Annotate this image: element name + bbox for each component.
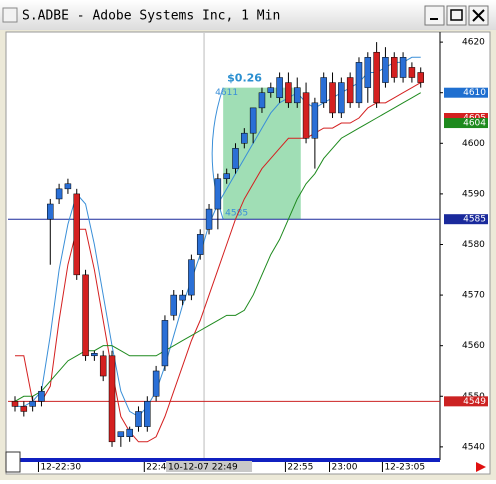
candle-body (91, 353, 98, 357)
scroll-arrow[interactable] (476, 462, 486, 472)
candle-body (82, 274, 89, 357)
measure-bottom: 4585 (225, 209, 248, 219)
candle-body (346, 77, 354, 104)
price-tag-label: 4549 (463, 397, 486, 407)
candle-body (161, 320, 169, 367)
candle-body (417, 72, 424, 83)
measure-top: 4611 (215, 88, 238, 98)
candle-body (126, 428, 133, 437)
x-tick-label: 12-22:30 (40, 463, 81, 473)
candle-body (285, 82, 292, 104)
candle-body (11, 401, 19, 407)
candle-body (241, 132, 248, 144)
candle-body (99, 355, 107, 377)
y-tick-label: 4540 (462, 442, 485, 452)
scroll-bar (8, 458, 440, 462)
candle-body (196, 234, 204, 255)
y-tick-label: 4590 (462, 189, 485, 199)
y-tick-label: 4600 (462, 139, 485, 149)
close-icon (472, 9, 485, 22)
candle-body (223, 173, 230, 179)
price-tag (444, 396, 488, 407)
candle-body (293, 87, 301, 104)
measure-text: $0.26 (227, 72, 262, 85)
candle-body (152, 370, 160, 397)
x-tick-label: 12-23:05 (384, 463, 425, 473)
candle-body (355, 62, 363, 104)
candle-body (276, 77, 283, 99)
candle-body (320, 77, 327, 104)
candle-body (29, 401, 36, 407)
candle-body (311, 102, 319, 139)
candle-body (249, 107, 257, 134)
y-tick-label: 4620 (462, 38, 485, 48)
candle-body (302, 92, 310, 139)
y-tick-label: 4560 (462, 341, 485, 351)
candle-body (382, 57, 389, 83)
price-tag-label: 4604 (463, 119, 486, 129)
x-tick-label: 22:55 (287, 463, 313, 473)
candle-body (55, 188, 63, 200)
candle-body (205, 208, 213, 230)
plot: 45404550456045704580459046004610462012-2… (8, 33, 488, 473)
scroll-box[interactable] (5, 451, 21, 473)
candle-body (135, 411, 142, 427)
candle-body (232, 148, 239, 169)
candle-body (267, 87, 275, 93)
candle-body (64, 183, 72, 190)
candle-body (329, 82, 336, 114)
x-tick-label: 22:40 (146, 463, 172, 473)
candle-body (373, 51, 380, 104)
candle-body (399, 57, 407, 78)
price-tag-label: 4610 (463, 88, 486, 98)
maximize-icon (450, 9, 463, 21)
x-tick-label: 10-12-07 22:49 (168, 463, 238, 473)
y-tick-label: 4570 (462, 291, 485, 301)
x-tick-label: 23:00 (332, 463, 358, 473)
candle-body (47, 203, 54, 220)
candle-body (364, 57, 372, 88)
candle-body (179, 294, 186, 301)
cursor-label-bg (166, 461, 253, 472)
price-tag-label: 4585 (463, 215, 486, 225)
candle-body (408, 67, 416, 78)
window-title: S.ADBE - Adobe Systems Inc, 1 Min (22, 9, 280, 24)
moving-average (15, 82, 421, 443)
candle-body (214, 178, 222, 210)
y-tick-label: 4580 (462, 240, 485, 250)
candle-body (170, 294, 178, 316)
title-bar (0, 0, 496, 30)
candle-body (338, 82, 345, 114)
price-tag (444, 214, 488, 225)
candle-body (391, 57, 398, 78)
candle-body (108, 355, 116, 443)
window-icon (2, 7, 18, 23)
candle-body (73, 193, 80, 276)
candle-body (38, 390, 45, 402)
candle-body (117, 431, 125, 438)
candle-body (144, 401, 151, 427)
candle-body (188, 259, 195, 296)
minimize-button[interactable] (424, 5, 445, 26)
candle-body (258, 92, 266, 109)
price-tag (444, 118, 488, 129)
price-tag (444, 87, 488, 98)
price-tag (444, 113, 488, 123)
maximize-button[interactable] (446, 5, 467, 26)
candle-body (20, 406, 28, 412)
